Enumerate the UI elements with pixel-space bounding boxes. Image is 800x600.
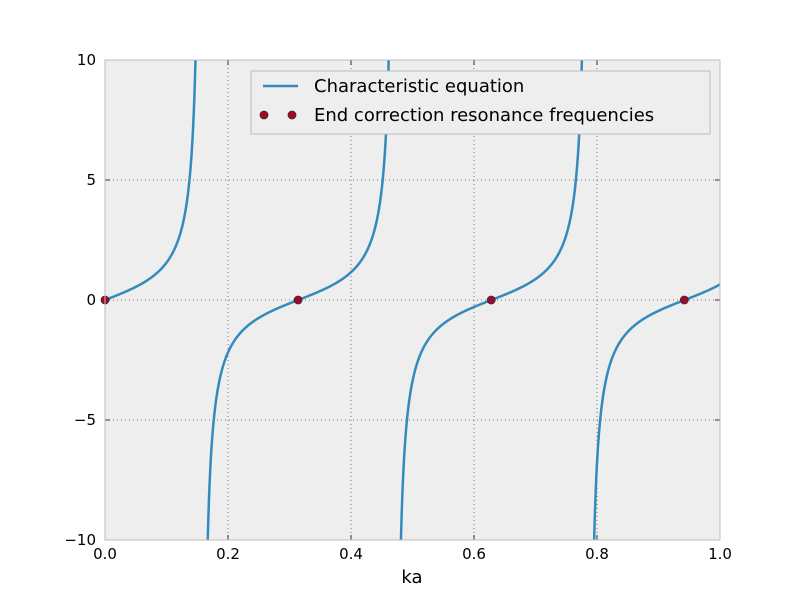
- legend-marker-swatch-2: [287, 110, 297, 120]
- plot-frame: [104, 59, 721, 541]
- legend-box: [250, 70, 711, 135]
- y-tick-label: −5: [74, 411, 96, 429]
- resonance-point: [486, 295, 496, 305]
- legend: Characteristic equation End correction r…: [250, 70, 711, 135]
- x-tick-label: 0.2: [216, 545, 240, 563]
- tick-labels: 0.0 0.2 0.4 0.6 0.8 1.0 10 5 0 −5 −10: [64, 51, 732, 563]
- x-tick-label: 0.4: [339, 545, 363, 563]
- y-tick-label: 0: [86, 291, 96, 309]
- legend-label-markers: End correction resonance frequencies: [314, 105, 654, 126]
- markers-layer: [100, 295, 689, 305]
- y-tick-label: 5: [86, 171, 96, 189]
- x-tick-label: 0.0: [93, 545, 117, 563]
- legend-label-line: Characteristic equation: [314, 76, 524, 97]
- legend-marker-swatch-1: [259, 110, 269, 120]
- x-tick-label: 1.0: [708, 545, 732, 563]
- resonance-point: [293, 295, 303, 305]
- y-tick-label: 10: [77, 51, 96, 69]
- x-tick-label: 0.8: [585, 545, 609, 563]
- resonance-point: [679, 295, 689, 305]
- y-tick-label: −10: [64, 531, 96, 549]
- x-tick-label: 0.6: [462, 545, 486, 563]
- x-axis-label: ka: [401, 567, 422, 588]
